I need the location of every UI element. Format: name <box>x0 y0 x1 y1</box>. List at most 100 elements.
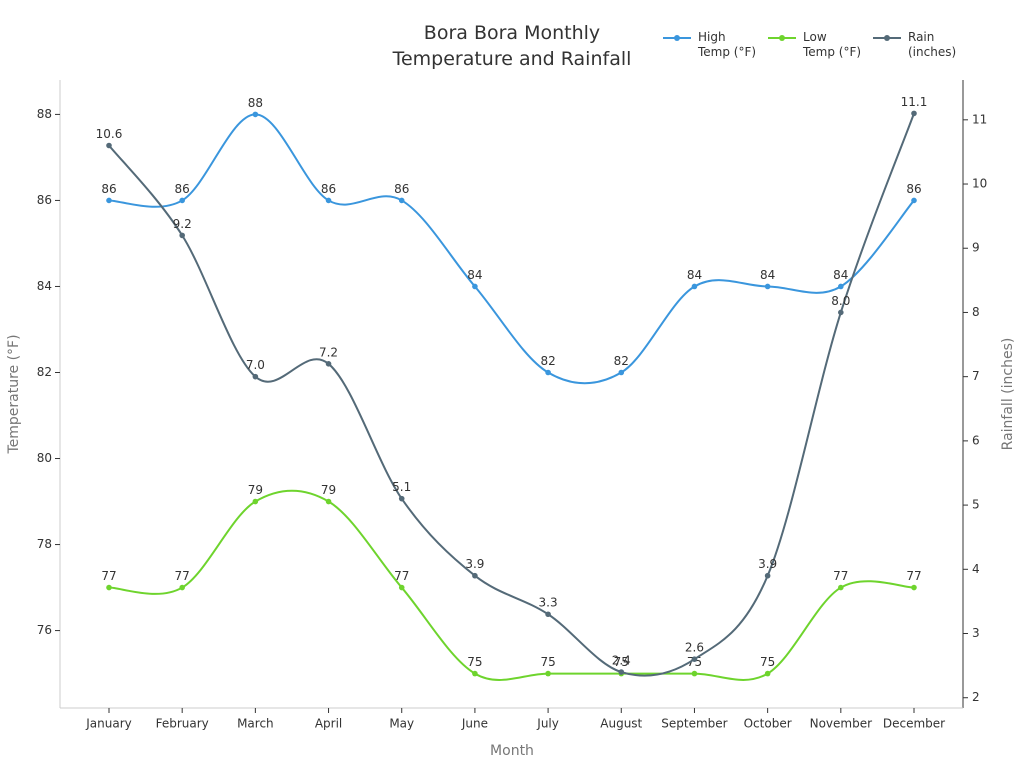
data-point <box>618 369 625 376</box>
series-line <box>108 113 915 677</box>
data-point <box>398 495 405 502</box>
data-label: 84 <box>687 268 702 282</box>
data-label: 75 <box>540 655 555 669</box>
data-point <box>764 283 771 290</box>
data-point <box>252 373 259 380</box>
x-tick-label: August <box>600 717 642 731</box>
data-label: 7.0 <box>246 358 265 372</box>
y2-tick-label: 2 <box>972 690 980 704</box>
data-point <box>106 584 112 591</box>
data-point <box>618 669 625 675</box>
data-label: 84 <box>467 268 482 282</box>
x-axis-label: Month <box>490 743 534 759</box>
data-label: 3.3 <box>539 596 558 610</box>
data-label: 10.6 <box>96 127 123 141</box>
data-label: 75 <box>687 655 702 669</box>
data-point <box>911 584 917 591</box>
y2-tick-label: 9 <box>972 241 980 255</box>
data-point <box>691 283 698 290</box>
data-label: 5.1 <box>392 480 411 494</box>
data-label: 79 <box>321 483 336 497</box>
series-line <box>108 489 915 681</box>
data-point <box>545 670 551 677</box>
y-tick-label: 80 <box>37 451 52 465</box>
data-label: 86 <box>906 182 921 196</box>
data-label: 75 <box>760 655 775 669</box>
data-point <box>911 110 917 117</box>
y2-tick-label: 7 <box>972 369 980 383</box>
data-label: 7.2 <box>319 345 338 359</box>
data-point <box>472 670 478 677</box>
x-tick-label: October <box>744 717 792 731</box>
data-point <box>764 670 771 677</box>
data-point <box>179 232 185 239</box>
data-label: 79 <box>248 483 263 497</box>
legend-label: High Temp (°F) <box>698 30 757 59</box>
data-point <box>838 309 844 316</box>
data-label: 77 <box>175 569 190 583</box>
data-point <box>691 670 698 677</box>
y2-tick-label: 3 <box>972 626 980 640</box>
data-point <box>472 572 478 579</box>
data-point <box>325 361 332 367</box>
x-tick-label: February <box>156 717 209 731</box>
data-label: 2.4 <box>612 654 631 668</box>
y2-tick-label: 6 <box>972 433 980 447</box>
data-point <box>398 584 405 591</box>
data-point <box>179 584 185 591</box>
data-point <box>545 369 551 376</box>
data-label: 88 <box>248 96 263 110</box>
data-label: 75 <box>467 655 482 669</box>
x-tick-label: November <box>810 717 872 731</box>
data-label: 77 <box>906 569 921 583</box>
y-tick-label: 82 <box>37 365 52 379</box>
data-point <box>325 498 332 505</box>
y2-axis-label: Rainfall (inches) <box>1000 338 1016 451</box>
data-label: 9.2 <box>173 217 192 231</box>
x-tick-label: December <box>883 717 945 731</box>
y2-tick-label: 11 <box>972 112 987 126</box>
data-label: 77 <box>833 569 848 583</box>
legend-entry: High Temp (°F) <box>663 30 756 60</box>
x-tick-label: March <box>237 717 274 731</box>
data-point <box>106 142 112 149</box>
legend-entry: Rain (inches) <box>873 30 956 60</box>
y2-tick-label: 5 <box>972 498 980 512</box>
x-tick-label: January <box>85 717 132 731</box>
x-tick-label: April <box>315 717 342 731</box>
y2-tick-label: 10 <box>972 177 987 191</box>
data-label: 8.0 <box>831 294 850 308</box>
data-label: 86 <box>101 182 116 196</box>
data-label: 82 <box>614 354 629 368</box>
data-point <box>545 611 551 618</box>
data-label: 82 <box>540 354 555 368</box>
data-point <box>764 572 771 579</box>
data-label: 77 <box>394 569 409 583</box>
y2-tick-label: 4 <box>972 562 980 576</box>
x-tick-label: July <box>536 717 559 731</box>
data-label: 11.1 <box>901 95 928 109</box>
data-label: 86 <box>321 182 336 196</box>
data-label: 86 <box>175 182 190 196</box>
data-point <box>472 283 478 290</box>
data-label: 3.9 <box>465 557 484 571</box>
y-tick-label: 76 <box>37 623 52 637</box>
data-point <box>838 584 844 591</box>
data-label: 84 <box>760 268 775 282</box>
data-label: 3.9 <box>758 557 777 571</box>
data-label: 84 <box>833 268 848 282</box>
data-label: 2.6 <box>685 641 704 655</box>
x-tick-label: May <box>389 717 414 731</box>
data-point <box>106 197 112 204</box>
x-tick-label: September <box>661 717 727 731</box>
legend-label: Low Temp (°F) <box>803 30 862 59</box>
y-tick-label: 84 <box>37 279 52 293</box>
data-point <box>179 197 185 204</box>
y-tick-label: 88 <box>37 107 52 121</box>
y-axis-label: Temperature (°F) <box>6 334 22 454</box>
y-tick-label: 86 <box>37 193 52 207</box>
series-line <box>108 113 915 385</box>
data-point <box>252 111 259 118</box>
